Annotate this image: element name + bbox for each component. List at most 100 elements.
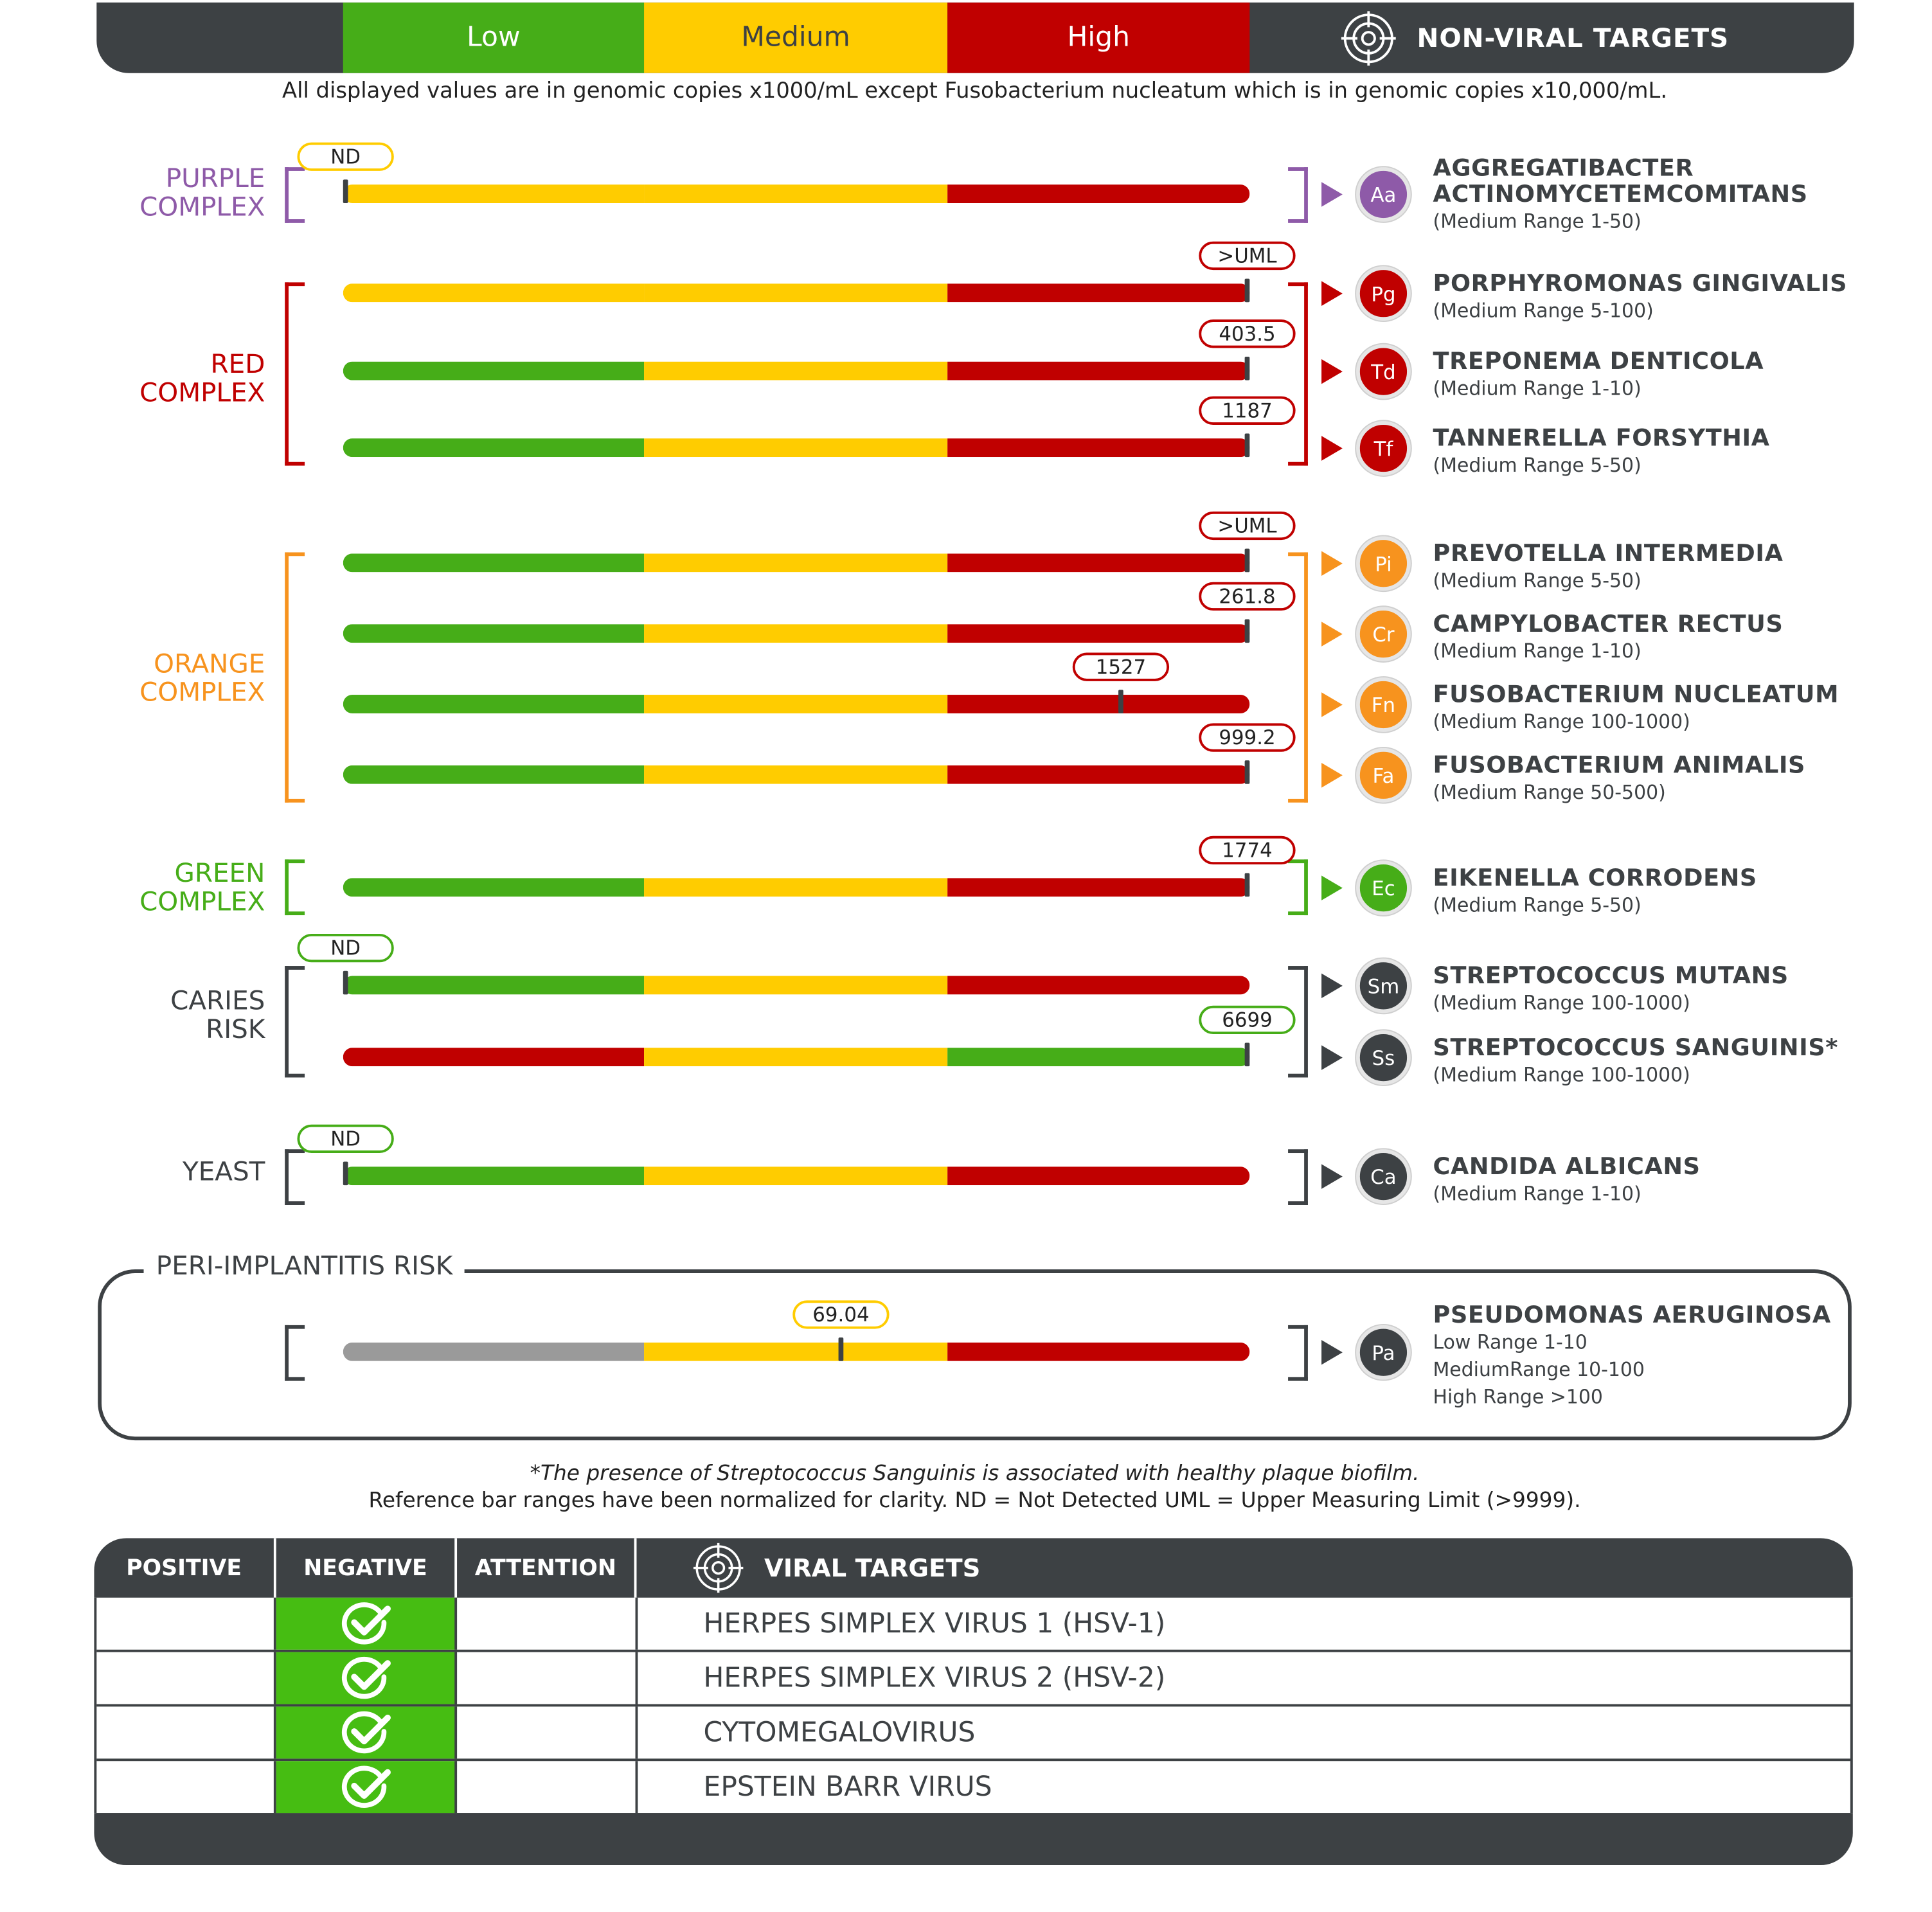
organism-name: CANDIDA ALBICANS <box>1433 1153 1701 1181</box>
viral-row: EPSTEIN BARR VIRUS <box>96 1761 1850 1816</box>
viral-row: HERPES SIMPLEX VIRUS 2 (HSV-2) <box>96 1652 1850 1707</box>
range-segment-green <box>343 976 645 995</box>
organism-badge: Sm <box>1356 958 1411 1014</box>
peri-bracket-right <box>1288 1325 1308 1381</box>
peri-implantitis-box <box>98 1269 1852 1441</box>
negative-cell <box>276 1761 458 1814</box>
value-label: 6699 <box>1199 1005 1296 1035</box>
organism-badge: Ec <box>1356 861 1411 916</box>
peri-implantitis-title: PERI-IMPLANTITIS RISK <box>143 1251 465 1281</box>
group-bracket-right <box>1288 552 1308 803</box>
group-bracket-left <box>285 167 305 223</box>
medium-range-text: (Medium Range 1-10) <box>1433 377 1641 400</box>
range-bar <box>343 765 1250 784</box>
value-label: 1187 <box>1199 396 1296 425</box>
negative-cell <box>276 1706 458 1759</box>
value-marker <box>1244 548 1250 573</box>
attention-cell <box>457 1652 638 1704</box>
peri-bracket-left <box>285 1325 305 1381</box>
play-arrow-icon <box>1321 1164 1343 1189</box>
range-segment-green <box>343 624 645 643</box>
range-segment-yellow <box>644 624 948 643</box>
medium-range-text: (Medium Range 1-50) <box>1433 210 1641 233</box>
value-marker <box>1244 278 1250 303</box>
value-marker <box>1244 356 1250 380</box>
medium-range-text: (Medium Range 1-10) <box>1433 640 1641 663</box>
group-bracket-left <box>285 552 305 803</box>
play-arrow-icon <box>1321 436 1343 461</box>
range-bar <box>343 1342 1250 1361</box>
range-bar <box>343 184 1250 204</box>
group-label-line2: COMPLEX <box>139 886 265 916</box>
group-label-line1: YEAST <box>182 1156 265 1187</box>
organism-badge: Pg <box>1356 266 1411 321</box>
range-segment-yellow <box>644 765 948 784</box>
value-label: ND <box>297 933 394 963</box>
checkmark-icon <box>341 1656 391 1699</box>
target-icon <box>1341 11 1396 66</box>
range-bar <box>343 438 1250 458</box>
range-segment-green <box>343 361 645 380</box>
organism-name: EIKENELLA CORRODENS <box>1433 864 1757 892</box>
value-label: ND <box>297 1124 394 1154</box>
value-label: >UML <box>1199 511 1296 541</box>
units-note: All displayed values are in genomic copi… <box>282 79 1668 104</box>
organism-badge: Aa <box>1356 167 1411 222</box>
group-label-line2: COMPLEX <box>139 377 265 407</box>
range-segment-yellow <box>644 1048 948 1067</box>
medium-range-text: (Medium Range 100-1000) <box>1433 711 1690 733</box>
group-bracket-left <box>285 859 305 916</box>
medium-range-text: (Medium Range 5-50) <box>1433 894 1641 916</box>
play-arrow-icon <box>1321 182 1343 207</box>
value-marker <box>838 1337 844 1361</box>
footnote-ranges: Reference bar ranges have been normalize… <box>368 1488 1581 1514</box>
header-divider <box>454 1538 458 1598</box>
value-label: 1774 <box>1199 835 1296 865</box>
range-bar <box>343 283 1250 303</box>
range-bar <box>343 976 1250 995</box>
range-segment-yellow <box>644 361 948 380</box>
positive-cell <box>96 1597 276 1650</box>
attention-cell <box>457 1597 638 1650</box>
range-segment-green <box>343 765 645 784</box>
group-label-line1: RED <box>210 349 265 379</box>
group-bracket-left <box>285 966 305 1078</box>
range-text: MediumRange 10-100 <box>1433 1358 1645 1381</box>
organism-name: TREPONEMA DENTICOLA <box>1433 348 1764 375</box>
attention-cell <box>457 1761 638 1814</box>
group-label-line2: COMPLEX <box>139 677 265 708</box>
range-segment-red <box>947 283 1250 303</box>
value-marker <box>343 1161 348 1186</box>
range-bar <box>343 361 1250 380</box>
value-label: 261.8 <box>1199 582 1296 611</box>
organism-name-line2: ACTINOMYCETEMCOMITANS <box>1433 181 1808 208</box>
virus-name: EPSTEIN BARR VIRUS <box>703 1771 992 1803</box>
group-label: PURPLE COMPLEX <box>0 164 265 222</box>
range-bar <box>343 878 1250 897</box>
group-label-line1: GREEN <box>174 858 265 888</box>
organism-name: TANNERELLA FORSYTHIA <box>1433 424 1770 452</box>
value-marker <box>1244 433 1250 458</box>
range-segment-green <box>343 438 645 458</box>
range-segment-yellow <box>644 695 948 713</box>
group-label: YEAST <box>0 1156 265 1187</box>
medium-range-text: (Medium Range 100-1000) <box>1433 992 1690 1015</box>
play-arrow-icon <box>1321 973 1343 999</box>
group-label: CARIES RISK <box>0 987 265 1044</box>
header-divider <box>634 1538 637 1598</box>
positive-cell <box>96 1706 276 1759</box>
range-text: Low Range 1-10 <box>1433 1331 1588 1354</box>
range-segment-red <box>947 765 1250 784</box>
legend-high: High <box>947 2 1250 73</box>
viral-row: CYTOMEGALOVIRUS <box>96 1706 1850 1762</box>
positive-cell <box>96 1652 276 1704</box>
organism-badge: Tf <box>1356 421 1411 476</box>
group-label-line1: ORANGE <box>154 648 265 679</box>
organism-badge: Pi <box>1356 536 1411 591</box>
range-bar <box>343 695 1250 713</box>
play-arrow-icon <box>1321 281 1343 306</box>
group-bracket-right <box>1288 282 1308 466</box>
value-marker <box>1244 760 1250 784</box>
group-label: GREEN COMPLEX <box>0 859 265 916</box>
range-segment-red <box>947 695 1250 713</box>
